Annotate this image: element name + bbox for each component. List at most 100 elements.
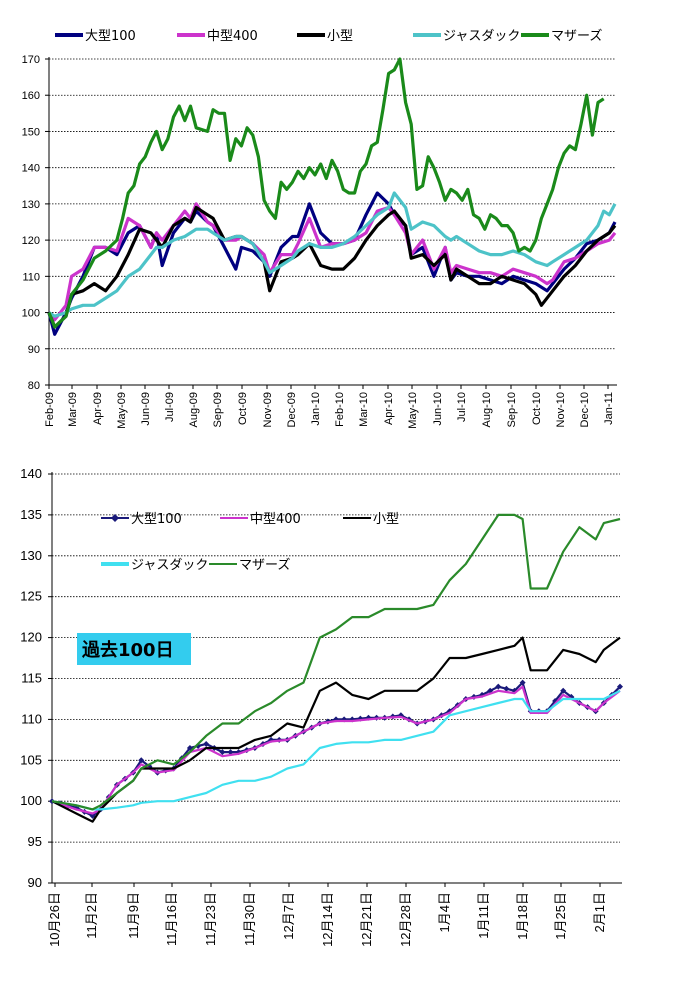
y-tick-label: 130: [22, 199, 40, 211]
y-tick-label: 125: [20, 589, 42, 604]
x-tick-label: Mar-09: [67, 392, 79, 427]
legend-item: ジャスダック: [101, 558, 208, 573]
series-2-line: [51, 636, 621, 823]
data-point-marker: [503, 685, 510, 692]
x-tick-label: Jul-10: [456, 392, 468, 422]
badge-background: [77, 633, 191, 665]
x-tick-label: 11月16日: [164, 892, 179, 946]
series-4-line: [51, 513, 621, 811]
y-tick-label: 100: [22, 308, 40, 320]
x-tick-label: Feb-10: [334, 392, 346, 427]
x-tick-label: Apr-10: [383, 392, 395, 425]
data-point-marker: [138, 757, 145, 764]
legend-item: 大型100: [101, 512, 182, 527]
x-tick-label: Sep-10: [506, 392, 518, 427]
x-tick-label: 1月4日: [437, 892, 452, 932]
x-tick-label: 11月9日: [126, 892, 141, 939]
x-tick-label: Oct-10: [531, 392, 543, 425]
x-tick-label: Jan-11: [603, 392, 615, 425]
x-tick-label: Dec-09: [286, 392, 298, 427]
x-tick-label: Dec-10: [579, 392, 591, 427]
x-tick-label: May-10: [407, 392, 419, 429]
x-tick-label: 12月21日: [359, 892, 374, 947]
top-chart-6m: 80 90 100 110 120 130 140 150 160 170 Feb-09 Mar-09…: [22, 28, 617, 429]
data-point-marker: [617, 683, 623, 690]
x-tick-label: 12月14日: [320, 892, 335, 947]
x-tick-label: 10月26日: [47, 892, 62, 947]
y-tick-label: 160: [22, 90, 40, 102]
x-tick-label: 12月7日: [281, 892, 296, 940]
y-tick-label: 170: [22, 54, 40, 66]
x-tick-label: 1月11日: [476, 892, 491, 939]
x-tick-label: Aug-10: [481, 392, 493, 427]
x-tick-label: Oct-09: [237, 392, 249, 425]
x-tick-label: 12月28日: [398, 892, 413, 947]
legend-label: 大型100: [85, 29, 136, 44]
y-tick-label: 105: [20, 752, 42, 767]
legend-item: 中型400: [177, 29, 258, 44]
legend-item: 大型100: [55, 29, 136, 44]
y-tick-label: 120: [20, 630, 42, 645]
y-tick-label: 90: [28, 875, 42, 890]
x-tick-label: 11月2日: [84, 892, 99, 939]
legend-item: 中型400: [220, 512, 301, 527]
x-tick-label: Feb-09: [44, 392, 56, 427]
y-tick-label: 95: [28, 834, 42, 849]
badge-label: 過去100日: [82, 639, 174, 661]
legend-item: マザーズ: [209, 557, 290, 573]
data-point-marker: [219, 749, 226, 756]
y-tick-label: 110: [22, 271, 40, 283]
y-tick-label: 140: [22, 163, 40, 175]
data-point-marker: [519, 679, 526, 686]
x-tick-label: Jun-10: [432, 392, 444, 426]
data-point-marker: [227, 749, 234, 756]
x-tick-label: May-09: [116, 392, 128, 429]
x-tick-label: Nov-09: [262, 392, 274, 427]
x-tick-label: Jan-10: [310, 392, 322, 426]
y-tick-label: 135: [20, 507, 42, 522]
bottom-chart-100d: 90 95 100 105 110 115 120 125 130 135 140 10月26日 11月…: [20, 466, 623, 947]
legend-label: 大型100: [131, 512, 182, 527]
x-tick-label: 1月18日: [515, 892, 530, 940]
legend-item: 小型: [297, 29, 353, 44]
y-tick-label: 110: [21, 711, 42, 726]
legend-label: 中型400: [207, 29, 258, 44]
series-3-line: [51, 689, 621, 811]
period-badge: 過去100日: [77, 633, 191, 665]
legend-item: マザーズ: [521, 28, 602, 44]
legend-label: ジャスダック: [131, 558, 208, 573]
legend-label: 小型: [373, 512, 399, 527]
series-2-line: [47, 205, 617, 329]
data-point-marker: [495, 683, 502, 690]
series-3-line: [48, 191, 617, 318]
x-tick-label: 1月25日: [553, 892, 568, 940]
y-tick-label: 140: [20, 466, 42, 481]
x-tick-label: Nov-10: [555, 392, 567, 427]
y-tick-label: 80: [28, 380, 40, 392]
x-tick-label: 2月1日: [592, 892, 607, 932]
x-tick-label: 11月23日: [203, 892, 218, 946]
data-point-marker: [560, 687, 567, 694]
legend-item: 小型: [343, 512, 399, 527]
legend-label: 小型: [327, 29, 353, 44]
y-tick-label: 90: [28, 344, 40, 356]
x-tick-label: 11月30日: [242, 892, 257, 946]
y-tick-label: 130: [20, 548, 42, 563]
legend-marker: [111, 514, 119, 522]
x-tick-label: Apr-09: [92, 392, 104, 425]
y-tick-label: 115: [21, 671, 42, 686]
x-tick-label: Sep-09: [212, 392, 224, 427]
legend-label: ジャスダック: [443, 29, 520, 44]
y-tick-label: 120: [22, 235, 40, 247]
legend-label: マザーズ: [551, 28, 602, 44]
x-tick-label: Mar-10: [358, 392, 370, 427]
x-tick-label: Jul-09: [164, 392, 176, 422]
x-tick-label: Jun-09: [140, 392, 152, 426]
y-tick-label: 100: [20, 793, 42, 808]
y-tick-label: 150: [22, 126, 40, 138]
x-tick-label: Aug-09: [188, 392, 200, 427]
legend-label: 中型400: [250, 512, 301, 527]
legend-item: ジャスダック: [413, 29, 520, 44]
data-point-marker: [203, 740, 210, 747]
